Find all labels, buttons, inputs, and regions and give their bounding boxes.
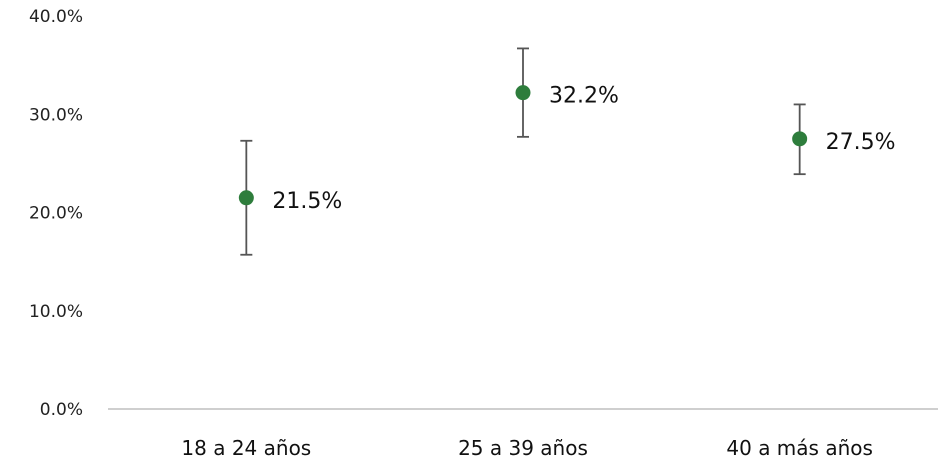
error-bars bbox=[240, 47, 806, 256]
x-axis-categories: 18 a 24 años 25 a 39 años 40 a más años bbox=[181, 436, 873, 460]
y-tick-label: 40.0% bbox=[29, 7, 83, 27]
data-value-label: 27.5% bbox=[826, 130, 896, 155]
data-labels: 21.5% 32.2% 27.5% bbox=[272, 84, 895, 214]
data-value-label: 21.5% bbox=[272, 189, 342, 214]
x-category-label: 18 a 24 años bbox=[181, 436, 311, 460]
y-tick-label: 20.0% bbox=[29, 204, 83, 224]
data-point bbox=[792, 131, 808, 147]
y-axis-ticks: 0.0% 10.0% 20.0% 30.0% 40.0% bbox=[29, 7, 83, 420]
x-category-label: 25 a 39 años bbox=[458, 436, 588, 460]
y-tick-label: 30.0% bbox=[29, 105, 83, 125]
data-value-label: 32.2% bbox=[549, 84, 619, 109]
y-tick-label: 10.0% bbox=[29, 302, 83, 322]
y-tick-label: 0.0% bbox=[40, 400, 83, 420]
data-points bbox=[238, 85, 808, 206]
data-point bbox=[238, 190, 254, 206]
x-category-label: 40 a más años bbox=[726, 436, 873, 460]
data-point bbox=[515, 85, 531, 101]
